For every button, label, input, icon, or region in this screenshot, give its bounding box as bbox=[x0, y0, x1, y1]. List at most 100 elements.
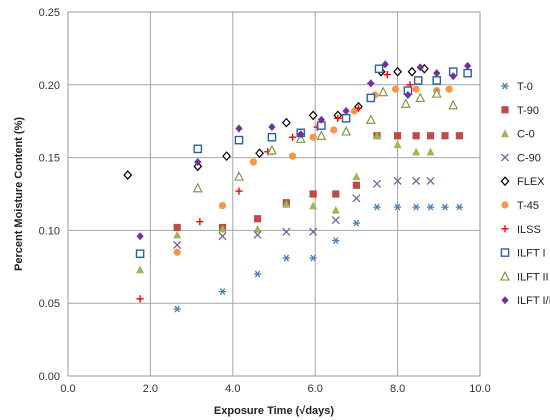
data-point bbox=[309, 201, 318, 210]
legend-marker bbox=[501, 201, 509, 209]
legend-item-ilft-i: ILFT I bbox=[500, 248, 546, 260]
data-point bbox=[295, 133, 306, 143]
legend-marker bbox=[501, 129, 509, 138]
legend-label: ILFT II bbox=[517, 271, 549, 283]
data-point bbox=[463, 68, 472, 78]
data-point bbox=[288, 152, 297, 160]
legend-label: C-90 bbox=[517, 152, 541, 164]
legend-item-ilft-ii: ILFT II bbox=[500, 270, 549, 283]
data-point bbox=[441, 132, 449, 140]
data-point bbox=[218, 232, 227, 241]
data-point bbox=[331, 216, 340, 225]
data-point bbox=[218, 202, 227, 210]
data-point bbox=[394, 132, 402, 140]
data-point bbox=[412, 176, 421, 185]
data-points bbox=[123, 60, 472, 313]
data-point bbox=[173, 305, 181, 313]
y-tick-label: 0.00 bbox=[39, 371, 60, 383]
data-point bbox=[366, 93, 376, 103]
data-point bbox=[393, 66, 403, 77]
data-point bbox=[412, 203, 420, 211]
data-point bbox=[445, 85, 453, 93]
data-point bbox=[415, 92, 426, 103]
legend-label: T-90 bbox=[517, 105, 539, 117]
data-point bbox=[249, 158, 257, 166]
data-point bbox=[253, 270, 262, 278]
legend-marker bbox=[501, 106, 509, 114]
series-c-0 bbox=[136, 131, 435, 274]
data-point bbox=[332, 190, 340, 198]
data-point bbox=[282, 254, 290, 262]
legend-item-t-90: T-90 bbox=[501, 105, 539, 117]
data-point bbox=[193, 161, 203, 172]
legend-label: ILFT I bbox=[517, 248, 546, 260]
y-tick-label: 0.15 bbox=[39, 153, 60, 165]
legend-item-flex: FLEX bbox=[500, 176, 545, 188]
data-point bbox=[282, 227, 291, 236]
data-point bbox=[352, 172, 361, 181]
data-point bbox=[136, 295, 144, 303]
data-point bbox=[192, 182, 203, 193]
x-tick-label: 0.0 bbox=[60, 383, 75, 395]
legend-label: T-0 bbox=[517, 81, 533, 93]
data-point bbox=[378, 86, 389, 97]
data-point bbox=[282, 199, 291, 208]
data-point bbox=[309, 190, 317, 198]
data-point bbox=[455, 203, 463, 211]
data-point bbox=[426, 203, 435, 211]
data-point bbox=[393, 176, 402, 185]
data-point bbox=[352, 219, 360, 227]
legend-marker bbox=[501, 225, 509, 233]
data-point bbox=[350, 107, 358, 115]
data-point bbox=[309, 133, 317, 141]
data-point bbox=[426, 176, 435, 185]
legend-item-c-0: C-0 bbox=[501, 129, 535, 141]
data-point bbox=[413, 76, 423, 85]
data-point bbox=[235, 124, 243, 133]
data-point bbox=[218, 224, 227, 233]
x-tick-label: 8.0 bbox=[390, 383, 405, 395]
x-tick-label: 4.0 bbox=[225, 383, 240, 395]
data-point bbox=[288, 133, 297, 141]
data-point bbox=[352, 181, 360, 189]
data-point bbox=[373, 131, 381, 140]
data-point bbox=[234, 135, 244, 145]
legend-marker bbox=[501, 296, 509, 305]
legend-marker bbox=[500, 270, 510, 281]
data-point bbox=[383, 71, 391, 79]
data-point bbox=[316, 130, 327, 140]
legend-label: FLEX bbox=[517, 176, 545, 188]
legend-label: T-45 bbox=[517, 200, 539, 212]
series-t-0 bbox=[173, 203, 463, 313]
legend-label: ILSS bbox=[517, 224, 541, 236]
data-point bbox=[407, 66, 417, 77]
data-point bbox=[253, 224, 262, 233]
legend-marker bbox=[500, 153, 510, 162]
legend-item-ilft-i-ii: ILFT I/II bbox=[501, 295, 550, 307]
data-point bbox=[136, 265, 145, 274]
data-point bbox=[332, 237, 340, 245]
data-point bbox=[235, 187, 243, 195]
data-point bbox=[253, 230, 262, 239]
data-point bbox=[455, 132, 463, 140]
data-point bbox=[173, 230, 182, 239]
plot-area bbox=[67, 11, 481, 377]
data-point bbox=[173, 240, 182, 250]
y-tick-label: 0.25 bbox=[39, 7, 60, 19]
data-point bbox=[365, 114, 376, 124]
data-point bbox=[412, 147, 421, 156]
data-point bbox=[342, 107, 350, 116]
legend-item-t-45: T-45 bbox=[501, 200, 539, 212]
data-point bbox=[352, 194, 361, 203]
legend-item-ilss: ILSS bbox=[501, 224, 541, 236]
series-flex bbox=[123, 63, 429, 180]
data-point bbox=[194, 157, 202, 166]
x-axis-title: Exposure Time (√days) bbox=[214, 405, 334, 417]
data-point bbox=[394, 203, 402, 211]
legend-label: C-0 bbox=[517, 129, 535, 141]
series-ilft-ii bbox=[192, 86, 459, 193]
data-point bbox=[464, 61, 472, 70]
data-point bbox=[136, 232, 144, 241]
